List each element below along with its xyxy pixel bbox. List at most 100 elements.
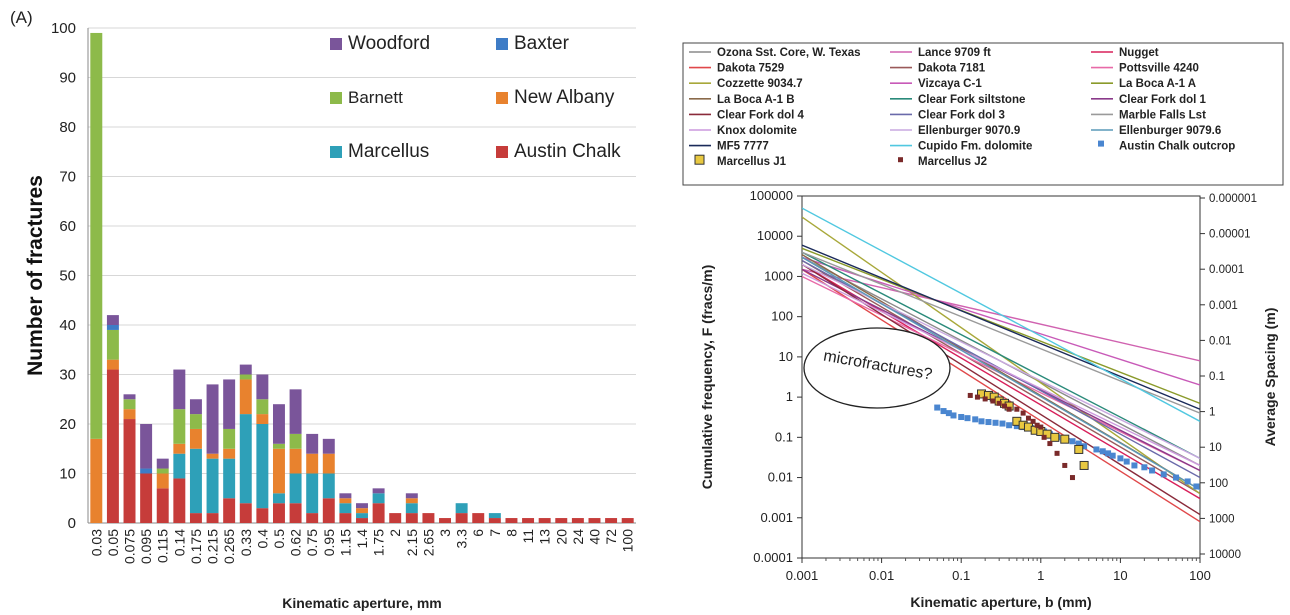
bar-woodford	[289, 389, 302, 434]
x-tick-label: 0.95	[321, 529, 337, 556]
legend-label: Clear Fork dol 1	[1119, 94, 1207, 106]
bar-austin-chalk	[189, 513, 202, 523]
austin-chalk-outcrop-point	[1131, 462, 1138, 469]
marcellus-j2-point	[1041, 434, 1047, 440]
legend-label: La Boca A-1 A	[1119, 78, 1196, 90]
austin-chalk-outcrop-point	[940, 408, 947, 415]
y-tick-label: 0.01	[768, 470, 793, 485]
x-tick-label: 0.62	[288, 529, 304, 556]
legend-label: Baxter	[514, 33, 570, 54]
x-tick-label: 1.15	[337, 529, 353, 556]
bar-marcellus	[322, 473, 335, 499]
x-tick-label: 100	[1189, 568, 1211, 583]
bar-austin-chalk	[389, 513, 402, 523]
bar-new-albany	[256, 414, 269, 424]
bar-austin-chalk	[605, 518, 618, 523]
bar-marcellus	[272, 493, 285, 504]
x-tick-label: 0.05	[105, 529, 121, 556]
y2-tick-label: 0.0001	[1209, 264, 1244, 276]
y-tick-label: 60	[59, 218, 76, 235]
legend-label: La Boca A-1 B	[717, 94, 795, 106]
bar-marcellus	[256, 424, 269, 509]
austin-chalk-outcrop-point	[1006, 422, 1013, 429]
bar-marcellus	[372, 493, 385, 504]
y-tick-label: 1000	[764, 268, 793, 283]
marcellus-j2-point	[967, 392, 973, 398]
legend-label: Marcellus J1	[717, 156, 787, 168]
series-line-clear-fork-siltstone	[802, 251, 1200, 459]
austin-chalk-outcrop-point	[1193, 483, 1200, 490]
bar-barnett	[189, 414, 202, 429]
legend-label: Clear Fork siltstone	[918, 94, 1025, 106]
austin-chalk-outcrop-point	[978, 418, 985, 425]
austin-chalk-outcrop-point	[958, 414, 965, 421]
y-tick-label: 30	[59, 367, 76, 384]
bar-marcellus	[223, 458, 236, 499]
bar-barnett	[123, 399, 136, 410]
bar-woodford	[239, 364, 252, 375]
legend-label: Marble Falls Lst	[1119, 109, 1206, 121]
bar-new-albany	[289, 448, 302, 474]
y-tick-label: 50	[59, 268, 76, 285]
legend-label: Ellenburger 9070.9	[918, 125, 1020, 137]
bar-barnett	[223, 428, 236, 449]
austin-chalk-outcrop-point	[964, 415, 971, 422]
austin-chalk-outcrop-point	[1149, 467, 1156, 474]
legend-box	[682, 42, 1284, 186]
legend-label: Ellenburger 9079.6	[1119, 125, 1221, 137]
legend-label: Pottsville 4240	[1119, 63, 1199, 75]
bar-marcellus	[289, 473, 302, 504]
bar-austin-chalk	[123, 419, 136, 523]
legend-marker	[898, 157, 903, 163]
y-tick-label: 10	[779, 349, 793, 364]
marcellus-j2-point	[1025, 415, 1031, 421]
austin-chalk-outcrop-point	[1093, 446, 1100, 453]
legend-label: Clear Fork dol 3	[918, 109, 1005, 121]
austin-chalk-outcrop-point	[1117, 455, 1124, 462]
x-tick-label: 2	[387, 529, 403, 537]
bar-austin-chalk	[223, 498, 236, 523]
austin-chalk-outcrop-point	[972, 416, 979, 423]
marcellus-j2-point	[1014, 406, 1020, 412]
marcellus-j1-point	[1074, 444, 1084, 454]
bar-woodford	[156, 458, 169, 469]
bar-woodford	[256, 374, 269, 400]
y-tick-label: 100	[51, 20, 76, 37]
x-tick-label: 0.175	[188, 529, 204, 564]
series-line-la-boca-a-1-a	[802, 247, 1200, 404]
y-tick-label: 100000	[750, 188, 793, 203]
bar-marcellus	[356, 513, 368, 519]
bar-austin-chalk	[289, 503, 302, 523]
series-line-ellenburger-9079-6	[802, 256, 1200, 491]
legend-label: Marcellus	[348, 141, 429, 162]
bar-austin-chalk	[306, 513, 319, 523]
bar-new-albany	[239, 379, 252, 415]
x-tick-label: 0.215	[205, 529, 221, 564]
bar-austin-chalk	[555, 518, 568, 523]
legend-label: Austin Chalk	[514, 141, 621, 162]
legend-label: New Albany	[514, 87, 615, 108]
y-tick-label: 0.001	[760, 510, 793, 525]
bar-woodford	[106, 315, 119, 325]
bar-woodford	[306, 433, 319, 454]
austin-chalk-outcrop-point	[1109, 452, 1116, 459]
legend-label: Vizcaya C-1	[918, 78, 982, 90]
x-axis-title: Kinematic aperture, mm	[282, 595, 442, 611]
legend-label: Austin Chalk outcrop	[1119, 141, 1235, 153]
bar-woodford	[339, 493, 352, 499]
bar-austin-chalk	[372, 503, 385, 523]
bar-marcellus	[339, 503, 352, 514]
y-tick-label: 90	[59, 70, 76, 87]
x-tick-label: 2.15	[404, 529, 420, 556]
legend-swatch	[330, 38, 342, 50]
legend-label: Marcellus J2	[918, 156, 987, 168]
x-tick-label: 0.01	[869, 568, 894, 583]
bar-marcellus	[239, 414, 252, 504]
y-tick-label: 0.1	[775, 429, 793, 444]
austin-chalk-outcrop-point	[985, 419, 992, 426]
y2-tick-label: 0.00001	[1209, 229, 1251, 241]
annotation-ellipse	[803, 327, 951, 409]
plot-frame	[801, 195, 1201, 559]
y-tick-label: 10	[59, 466, 76, 483]
marcellus-j2-point	[974, 394, 980, 400]
